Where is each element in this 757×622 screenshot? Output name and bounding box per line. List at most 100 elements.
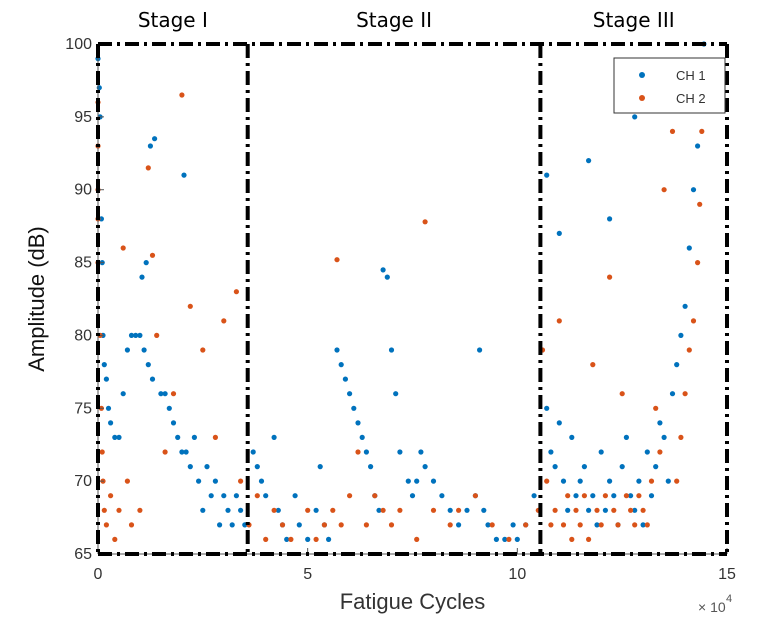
series-2-point: [489, 522, 495, 528]
series-2-point: [321, 522, 327, 528]
y-tick-label: 80: [74, 327, 92, 344]
series-1-point: [258, 478, 265, 484]
series-2-point: [523, 522, 529, 528]
series-1-point: [456, 522, 462, 528]
series-1-point: [96, 85, 102, 91]
series-1-point: [376, 507, 382, 513]
series-2-point: [653, 405, 659, 411]
series-1-point: [229, 522, 235, 528]
series-1-point: [351, 405, 357, 411]
series-2-point: [288, 536, 294, 543]
series-2-point: [388, 522, 395, 528]
series-1-point: [678, 332, 684, 338]
series-2-point: [238, 478, 244, 484]
series-2-point: [170, 391, 177, 397]
series-2-point: [544, 478, 550, 484]
series-1-point: [586, 507, 592, 513]
series-1-point: [204, 464, 210, 470]
series-2-point: [640, 507, 646, 513]
series-1-point: [271, 434, 277, 440]
x-tick-label: 0: [94, 566, 103, 583]
series-2-point: [124, 478, 130, 484]
y-tick-label: 100: [65, 36, 92, 53]
series-1-point: [481, 507, 487, 513]
y-tick-label: 90: [74, 182, 92, 199]
series-2-point: [305, 507, 311, 513]
series-1-point: [254, 464, 260, 470]
series-1-point: [619, 464, 625, 470]
series-1-point: [690, 187, 697, 193]
series-2-point: [577, 522, 583, 528]
series-2-point: [112, 536, 118, 543]
series-1-point: [695, 143, 701, 149]
series-1-point: [674, 362, 680, 368]
series-2-point: [569, 536, 575, 543]
stage-layer: Stage I Stage II Stage III: [96, 8, 729, 556]
series-1-point: [120, 391, 126, 397]
stage-label: Stage II: [356, 8, 432, 32]
series-1-point: [418, 449, 424, 455]
series-2-point: [137, 507, 143, 513]
series-1-point: [414, 478, 420, 484]
series-2-point: [187, 303, 193, 309]
series-2-point: [556, 318, 562, 324]
series-2-point: [699, 128, 705, 134]
series-1-point: [581, 464, 588, 470]
series-1-point: [544, 405, 550, 411]
series-2-point: [636, 493, 642, 499]
series-1-point: [439, 493, 445, 499]
series-1-point: [577, 478, 583, 484]
series-1-point: [393, 391, 399, 397]
series-2-point: [586, 536, 592, 543]
series-2-point: [682, 391, 688, 397]
series-1-point: [128, 332, 135, 338]
series-1-point: [143, 260, 149, 266]
series-1-point: [196, 478, 202, 484]
series-2-point: [422, 219, 428, 225]
x-axis-exponent: × 10: [698, 599, 726, 615]
series-1-point: [334, 347, 340, 353]
y-tick-label: 85: [74, 255, 92, 272]
series-2-point: [648, 478, 655, 484]
legend-marker: [639, 95, 645, 101]
series-2-point: [674, 478, 680, 484]
series-1-point: [108, 420, 114, 426]
series-1-point: [464, 507, 470, 513]
series-1-point: [183, 449, 189, 455]
series-1-point: [212, 478, 218, 484]
series-1-point: [661, 434, 667, 440]
x-axis-exponent-power: 4: [726, 593, 732, 605]
series-2-point: [179, 92, 185, 98]
x-tick-label: 15: [718, 566, 736, 583]
series-1-point: [103, 376, 109, 382]
series-1-point: [217, 522, 223, 528]
series-1-point: [510, 522, 516, 528]
series-1-point: [313, 507, 319, 513]
series-1-point: [147, 143, 153, 149]
series-1-point: [623, 434, 630, 440]
series-2-point: [212, 434, 218, 440]
series-1-point: [158, 391, 164, 397]
series-1-point: [548, 449, 554, 455]
series-2-point: [573, 507, 579, 513]
series-2-point: [380, 507, 386, 513]
series-1-point: [296, 522, 302, 528]
series-1-point: [170, 420, 177, 426]
series-1-point: [598, 449, 604, 455]
series-2-point: [697, 201, 703, 207]
y-tick-label: 65: [74, 546, 92, 563]
legend-box: [613, 57, 726, 114]
series-2-point: [103, 522, 109, 528]
series-1-point: [628, 493, 634, 499]
series-2-point: [233, 289, 239, 295]
series-2-point: [644, 522, 650, 528]
series-2-point: [128, 522, 135, 528]
series-1-point: [275, 507, 281, 513]
series-1-point: [644, 449, 650, 455]
series-2-point: [598, 522, 604, 528]
series-1-point: [602, 507, 609, 513]
series-1-point: [342, 376, 348, 382]
series-1-point: [686, 245, 692, 251]
series-2-point: [632, 522, 638, 528]
stage-label: Stage I: [138, 8, 208, 32]
